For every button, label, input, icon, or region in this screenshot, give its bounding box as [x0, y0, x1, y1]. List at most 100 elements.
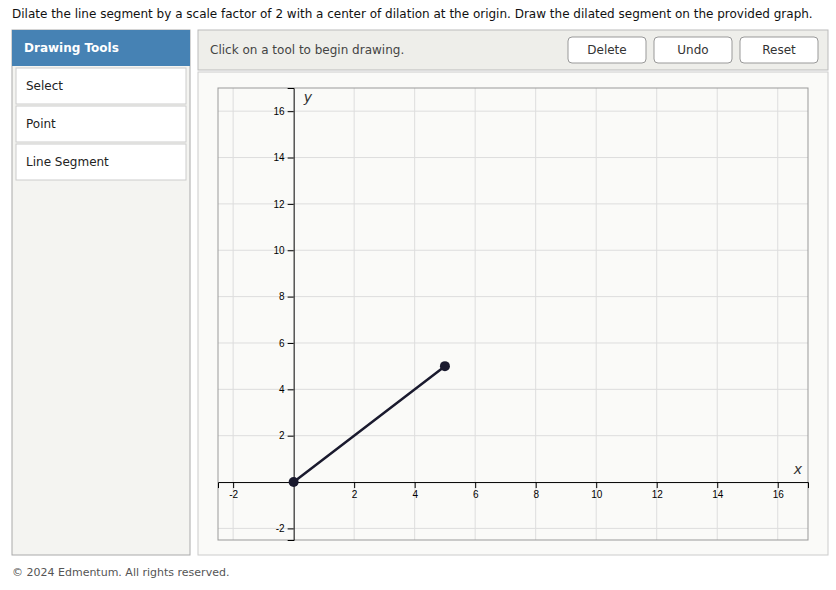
tick-mark — [596, 482, 597, 488]
tick-mark — [415, 482, 416, 488]
tick-mark — [288, 250, 294, 251]
tool-label[interactable]: Line Segment — [26, 155, 109, 169]
tick: -2 — [276, 523, 294, 534]
tick-mark — [288, 528, 294, 529]
tick-label: 16 — [274, 106, 286, 117]
tick-label: 8 — [533, 489, 539, 500]
tick-label: 6 — [473, 489, 479, 500]
tick-mark — [536, 482, 537, 488]
tick: 12 — [652, 482, 664, 500]
tick: 10 — [591, 482, 603, 500]
tick-mark — [475, 482, 476, 488]
tick: 6 — [473, 482, 479, 500]
tick-label: -2 — [229, 489, 238, 500]
tick-label: 14 — [712, 489, 724, 500]
button-label[interactable]: Undo — [677, 43, 708, 57]
y-axis-label: y — [303, 89, 313, 105]
plot-frame — [218, 88, 808, 540]
grid-line — [218, 342, 808, 343]
x-axis: -2 2 4 6 8 10 12 14 16 — [219, 482, 809, 500]
tick: 16 — [274, 106, 294, 117]
tick-label: 10 — [591, 489, 603, 500]
instruction: Click on a tool to begin drawing. — [210, 43, 404, 57]
tool-button[interactable] — [16, 144, 186, 180]
tick-label: 2 — [279, 430, 285, 441]
grid-line — [414, 88, 415, 540]
tick: -2 — [229, 482, 238, 500]
grid-line — [535, 88, 536, 540]
tick-mark — [354, 482, 355, 488]
tool-button[interactable] — [16, 106, 186, 142]
button-label[interactable]: Delete — [587, 43, 626, 57]
tick-mark — [288, 389, 294, 390]
grid-line — [218, 250, 808, 251]
button[interactable] — [568, 37, 646, 63]
tick-label: -2 — [276, 523, 285, 534]
tick-label: 12 — [652, 489, 664, 500]
graph-background — [198, 72, 828, 555]
line-segment — [294, 366, 445, 482]
title: Dilate the line segment by a scale facto… — [12, 7, 813, 21]
tick-label: 14 — [274, 152, 286, 163]
grid-line — [218, 157, 808, 158]
tick-mark — [778, 482, 779, 488]
grid-line — [354, 88, 355, 540]
tick: 2 — [279, 430, 294, 441]
grid-line — [218, 389, 808, 390]
tick-label: 10 — [274, 245, 286, 256]
top-bar — [198, 30, 828, 70]
tick-label: 6 — [279, 338, 285, 349]
grid-line — [218, 435, 808, 436]
tick: 14 — [712, 482, 724, 500]
grid-line — [233, 88, 234, 540]
tick-mark — [288, 297, 294, 298]
tick: 16 — [773, 482, 785, 500]
tool-panel — [12, 30, 190, 555]
tick-mark — [657, 482, 658, 488]
tick-mark — [288, 204, 294, 205]
grid-line — [717, 88, 718, 540]
axis-line — [288, 89, 295, 541]
tick: 8 — [279, 291, 294, 302]
endpoint — [289, 477, 299, 487]
tick-mark — [288, 436, 294, 437]
grid-line — [777, 88, 778, 540]
tick: 8 — [533, 482, 539, 500]
grid-line — [218, 296, 808, 297]
tool-label[interactable]: Point — [26, 117, 56, 131]
tick: 4 — [279, 384, 294, 395]
endpoint — [440, 361, 450, 371]
button[interactable] — [654, 37, 732, 63]
grid-line — [596, 88, 597, 540]
tool-label[interactable]: Select — [26, 79, 63, 93]
button[interactable] — [740, 37, 818, 63]
tick-label: 12 — [274, 199, 286, 210]
marks — [289, 361, 450, 487]
grid-line — [218, 111, 808, 112]
y-axis: -2 2 4 6 8 10 12 14 16 — [274, 89, 295, 541]
tool-panel-header — [12, 30, 190, 66]
tick: 6 — [279, 338, 294, 349]
x-axis-label: x — [793, 461, 803, 477]
tick-mark — [717, 482, 718, 488]
grid-line — [656, 88, 657, 540]
tick: 4 — [412, 482, 418, 500]
grid-line — [475, 88, 476, 540]
tick-label: 4 — [279, 384, 285, 395]
tick-label: 16 — [773, 489, 785, 500]
tick-mark — [288, 111, 294, 112]
grid-line — [218, 203, 808, 204]
tool-button[interactable] — [16, 68, 186, 104]
tick-label: 2 — [352, 489, 358, 500]
chart: Dilate the line segment by a scale facto… — [0, 0, 836, 590]
tick-mark — [288, 343, 294, 344]
tool-panel-title: Drawing Tools — [24, 41, 119, 55]
copyright: © 2024 Edmentum. All rights reserved. — [12, 566, 229, 579]
grid-line — [218, 528, 808, 529]
button-label[interactable]: Reset — [762, 43, 796, 57]
tick: 2 — [352, 482, 358, 500]
tick: 14 — [274, 152, 294, 163]
tick-mark — [233, 482, 234, 488]
tick-mark — [288, 158, 294, 159]
tick-label: 4 — [412, 489, 418, 500]
